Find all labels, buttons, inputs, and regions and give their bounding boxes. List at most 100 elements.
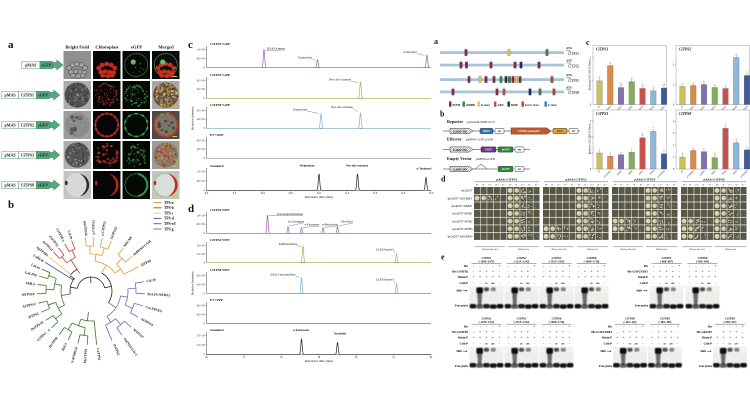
svg-text:+: +: [549, 270, 551, 274]
svg-text:ᵃpGADT7-MYB1: ᵃpGADT7-MYB1: [452, 212, 473, 216]
svg-text:b: b: [8, 199, 14, 211]
svg-text:-870: -870: [514, 60, 517, 62]
svg-text:-: -: [569, 341, 570, 345]
svg-text:+: +: [562, 270, 564, 274]
svg-text:13.0: 13.0: [429, 192, 434, 195]
svg-text:Cold-P: Cold-P: [640, 282, 649, 285]
svg-text:10⁻¹: 10⁻¹: [722, 183, 726, 186]
svg-text:-1199: -1199: [489, 60, 492, 62]
svg-text:CiTPS3: CiTPS3: [91, 220, 96, 232]
svg-text:Biotin-P: Biotin-P: [638, 276, 648, 279]
svg-text:Cold-P: Cold-P: [460, 342, 469, 345]
svg-text:+: +: [498, 264, 500, 268]
svg-text:-: -: [473, 330, 474, 334]
svg-text:+: +: [678, 264, 680, 268]
svg-text:-: -: [486, 325, 487, 329]
svg-text:+: +: [533, 264, 535, 268]
svg-text:His-CibZIP1: His-CibZIP1: [697, 331, 713, 334]
svg-text:+: +: [479, 336, 481, 340]
svg-text:-: -: [729, 325, 730, 329]
svg-text:SD-Leu-Ura-AbA: SD-Leu-Ura-AbA: [551, 248, 567, 251]
svg-text:CiTPS8: CiTPS8: [698, 256, 708, 260]
svg-text:Chloroplast: Chloroplast: [95, 45, 119, 50]
svg-text:(-1090/-1071): (-1090/-1071): [479, 260, 495, 263]
svg-text:200×: 200×: [526, 282, 530, 285]
svg-text:4.0×10⁵: 4.0×10⁵: [197, 118, 205, 121]
svg-text:eGFP: eGFP: [38, 153, 48, 158]
svg-text:c: c: [664, 150, 665, 152]
svg-text:10⁻³: 10⁻³: [702, 183, 706, 186]
svg-text:CaMV35S: CaMV35S: [453, 148, 467, 152]
svg-text:Biotin-P: Biotin-P: [602, 337, 612, 340]
svg-text:-: -: [521, 325, 522, 329]
svg-text:10⁻⁴: 10⁻⁴: [673, 183, 677, 186]
svg-text:(-508/-527): (-508/-527): [724, 321, 737, 324]
svg-text:1.4×10⁶: 1.4×10⁶: [197, 170, 205, 173]
svg-text:CiTPS3: CiTPS3: [596, 112, 608, 116]
svg-text:CiTPS8: CiTPS8: [587, 256, 597, 260]
svg-text:10⁻²: 10⁻²: [557, 183, 561, 186]
svg-text:C-box: C-box: [548, 103, 557, 107]
svg-text:CiTPS2: CiTPS2: [568, 64, 579, 68]
svg-text:-: -: [604, 270, 605, 274]
svg-text:-: -: [689, 264, 690, 268]
svg-text:-: -: [508, 325, 509, 329]
svg-text:4.0×10⁵: 4.0×10⁵: [197, 148, 205, 151]
svg-text:+: +: [521, 336, 523, 340]
svg-text:+: +: [635, 336, 637, 340]
svg-text:+: +: [708, 270, 710, 274]
svg-text:+: +: [543, 275, 545, 279]
svg-text:Retention time (min): Retention time (min): [305, 195, 333, 199]
svg-text:-: -: [642, 341, 643, 345]
svg-text:c: c: [714, 83, 715, 85]
svg-text:pMAS: pMAS: [25, 63, 37, 68]
svg-text:-: -: [652, 325, 653, 329]
svg-text:+: +: [672, 270, 674, 274]
svg-text:+: +: [556, 270, 558, 274]
svg-text:CiTPS2+GPP: CiTPS2+GPP: [210, 42, 230, 46]
svg-text:10⁻³: 10⁻³: [735, 183, 739, 186]
svg-text:-: -: [672, 264, 673, 268]
svg-text:10⁰: 10⁰: [476, 183, 479, 186]
svg-text:-: -: [717, 325, 718, 329]
svg-text:ᵃpGADT7-AP2/ERF1: ᵃpGADT7-AP2/ERF1: [447, 196, 473, 200]
svg-text:+: +: [514, 330, 516, 334]
svg-text:pMAS: pMAS: [5, 123, 17, 128]
svg-text:CiTPS3: CiTPS3: [21, 153, 34, 158]
svg-text:+: +: [492, 336, 494, 340]
svg-text:Terpinolene: Terpinolene: [299, 164, 315, 168]
svg-text:-: -: [543, 270, 544, 274]
svg-text:pAbAi-CiTPS8: pAbAi-CiTPS8: [703, 177, 725, 181]
svg-text:10⁻⁴: 10⁻⁴: [709, 183, 713, 186]
svg-text:-: -: [556, 325, 557, 329]
svg-text:Biotin-P: Biotin-P: [458, 276, 468, 279]
svg-text:5.0×10⁶: 5.0×10⁶: [197, 334, 205, 337]
svg-text:-: -: [527, 325, 528, 329]
svg-text:His-CiAP2/ERF4: His-CiAP2/ERF4: [591, 331, 612, 334]
svg-text:50×: 50×: [701, 282, 704, 285]
svg-text:CiTPS2: CiTPS2: [21, 123, 34, 128]
svg-text:Free probe: Free probe: [455, 305, 469, 308]
svg-text:-: -: [653, 264, 654, 268]
svg-text:-: -: [486, 264, 487, 268]
svg-text:+: +: [521, 270, 523, 274]
svg-text:-1889: -1889: [538, 87, 542, 89]
svg-text:Free probe: Free probe: [635, 305, 649, 308]
svg-text:4.0×10⁵: 4.0×10⁵: [197, 313, 205, 316]
svg-text:Neo-allo-ocimene: Neo-allo-ocimene: [329, 78, 351, 82]
svg-text:+: +: [527, 275, 529, 279]
svg-text:+: +: [677, 336, 679, 340]
svg-text:CiTPS8: CiTPS8: [660, 316, 670, 320]
svg-text:-: -: [543, 264, 544, 268]
svg-text:TPS-e/f: TPS-e/f: [164, 222, 176, 226]
svg-text:MYB: MYB: [452, 103, 461, 107]
svg-text:+: +: [659, 275, 661, 279]
svg-text:10⁰: 10⁰: [545, 183, 548, 186]
svg-text:+: +: [635, 330, 637, 334]
svg-text:e: e: [441, 253, 445, 262]
svg-text:200×: 200×: [669, 342, 673, 345]
svg-text:50×: 50×: [555, 342, 558, 345]
svg-text:+: +: [714, 275, 716, 279]
svg-text:Relative LUC/REN Ratio: Relative LUC/REN Ratio: [588, 59, 592, 90]
svg-text:2.5×10⁶: 2.5×10⁶: [197, 253, 205, 256]
